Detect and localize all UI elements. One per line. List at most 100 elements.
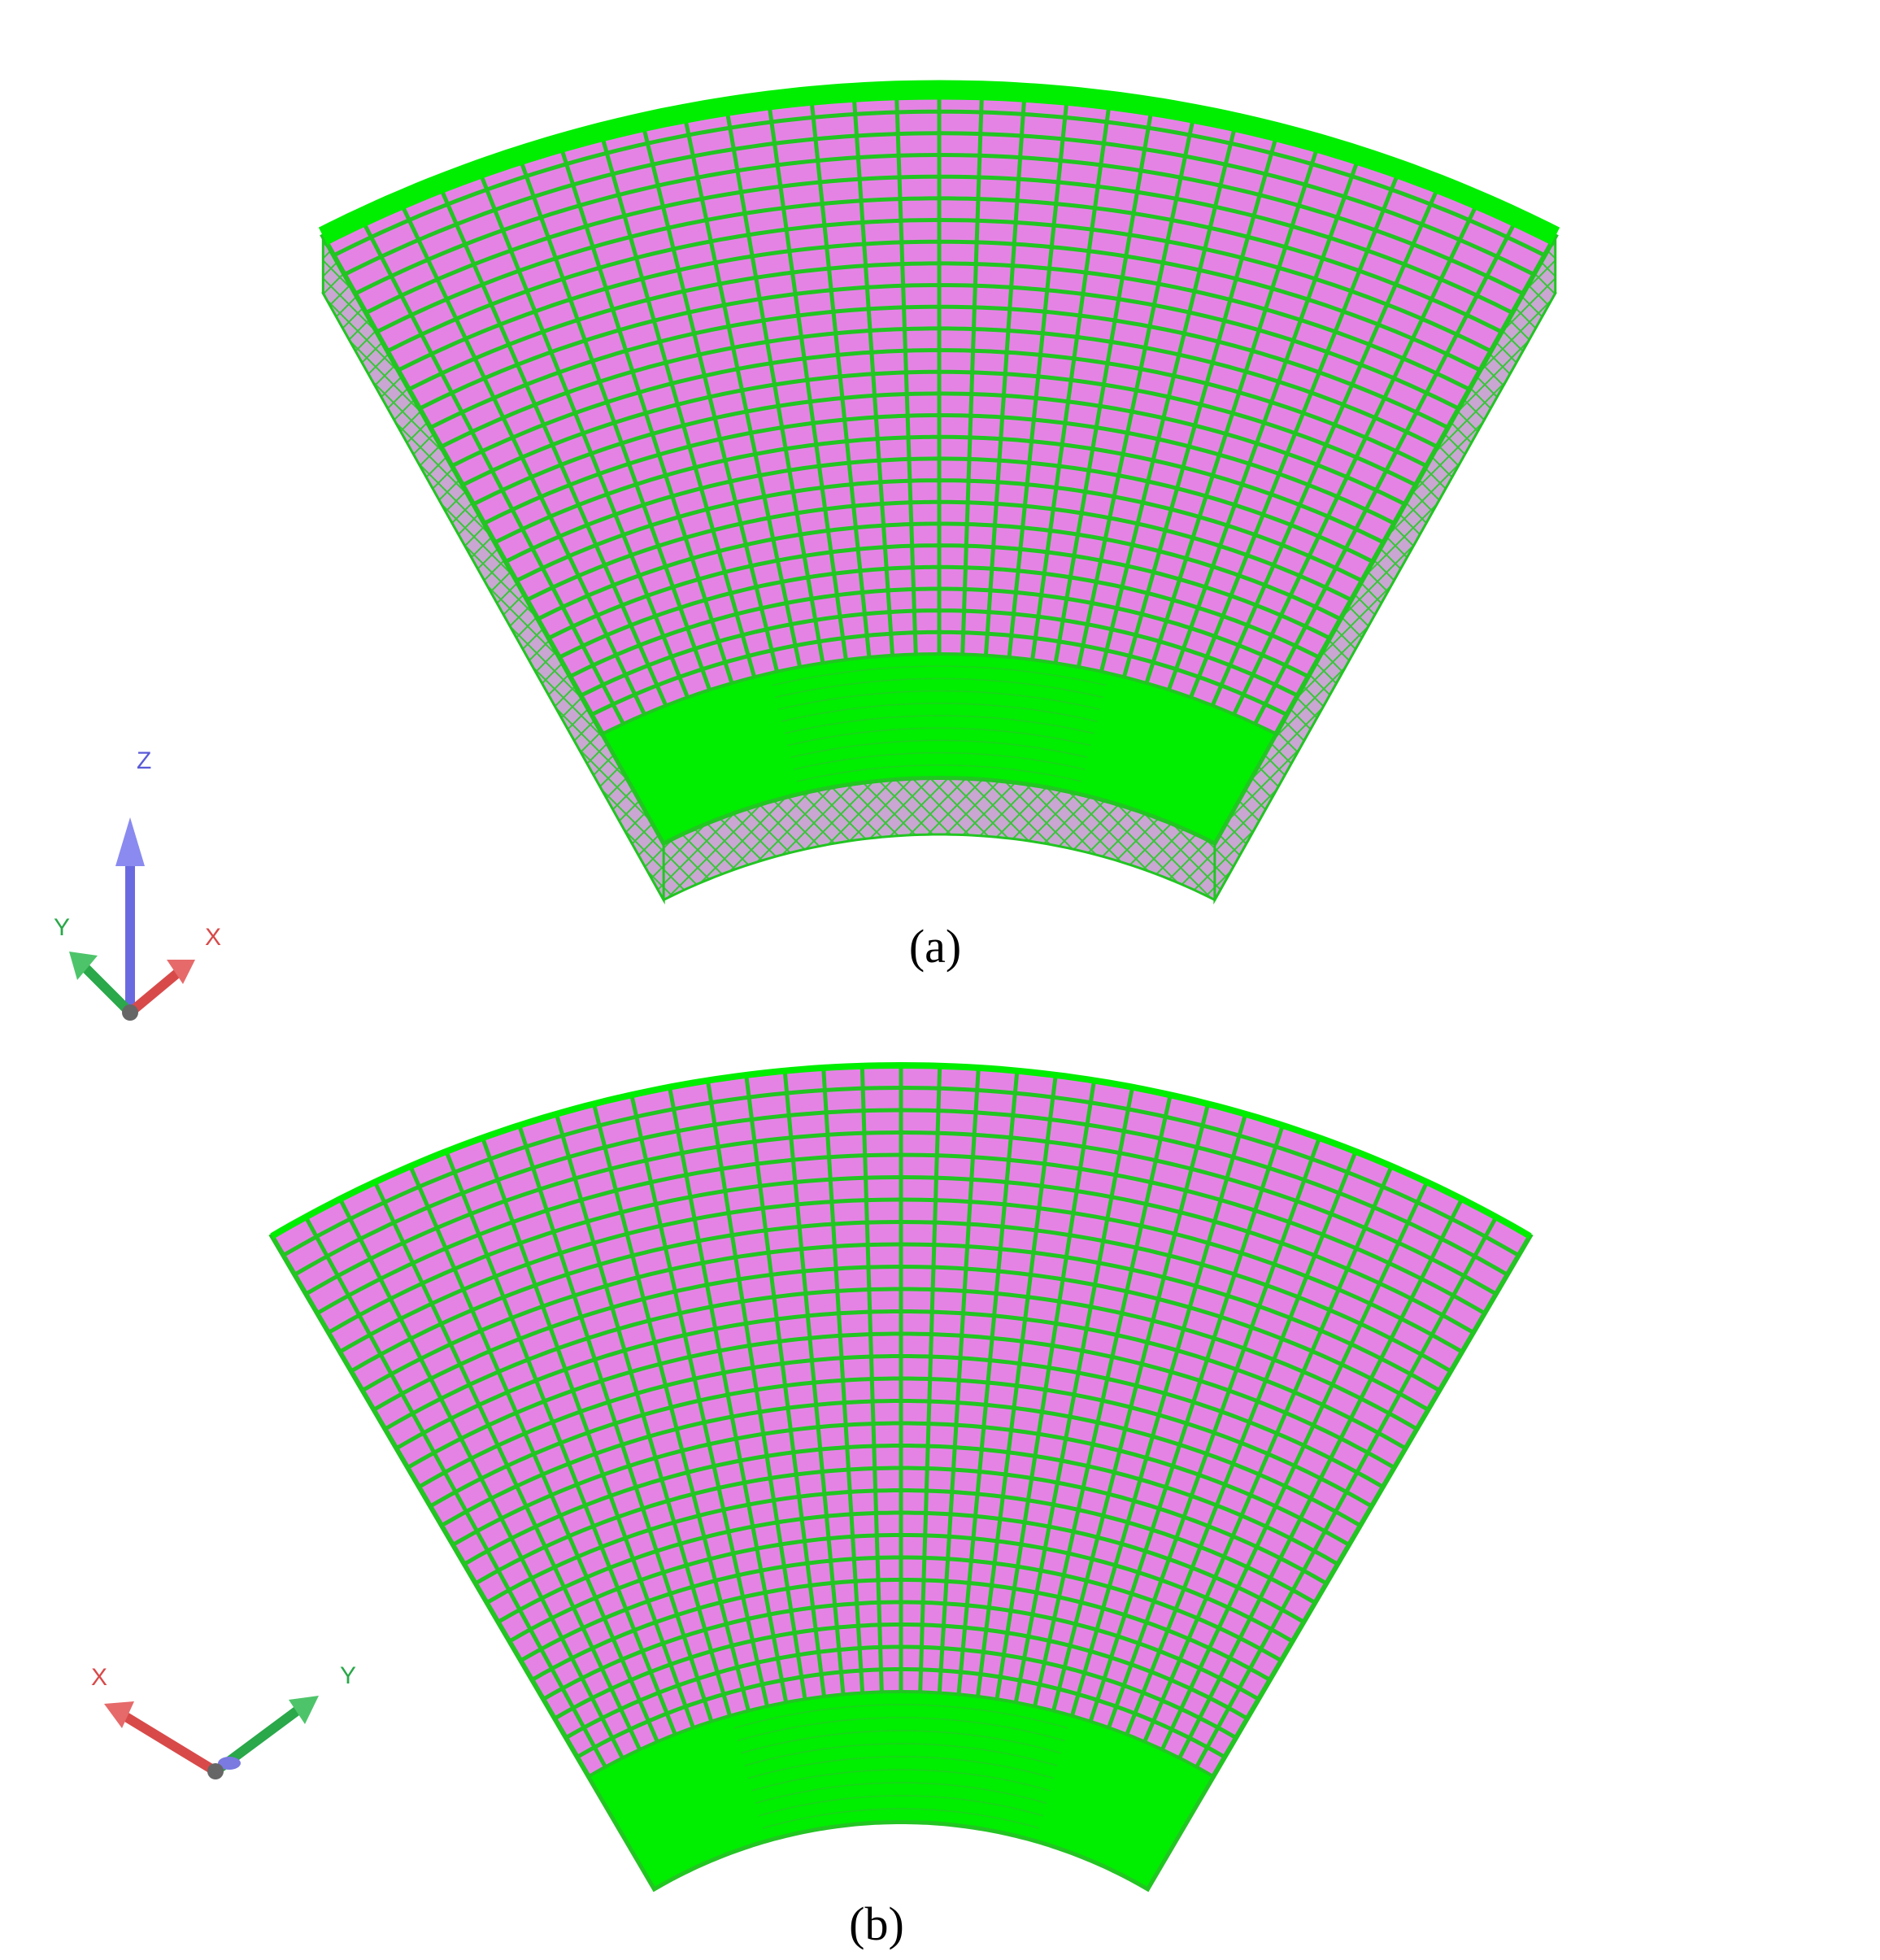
panel-a-isometric-mesh bbox=[318, 80, 1560, 905]
panel-a-mesh-radial bbox=[398, 199, 646, 716]
panel-b-mesh-radial bbox=[859, 1065, 884, 1692]
panel-b-mesh-radial bbox=[821, 1067, 865, 1693]
panel-b-dense-ring bbox=[747, 1756, 1055, 1779]
panel-b-mesh-radial bbox=[270, 1235, 590, 1778]
panel-a-mesh-radial bbox=[766, 100, 848, 660]
panel-b-mesh-radial bbox=[554, 1113, 732, 1717]
y-axis-label: Y bbox=[54, 914, 70, 941]
triad-origin bbox=[207, 1763, 224, 1779]
panel-a-mesh-radial bbox=[437, 183, 668, 707]
panel-b-mesh-radial bbox=[1107, 1137, 1321, 1729]
x-axis-label: X bbox=[205, 924, 221, 951]
panel-b-mesh-radial bbox=[591, 1103, 751, 1712]
panel-a-dense-ring bbox=[794, 751, 1085, 770]
panel-a-dense-ring bbox=[787, 727, 1091, 747]
x-axis-label: X bbox=[91, 1664, 107, 1691]
panel-b-dense-ring bbox=[751, 1769, 1051, 1792]
y-axis-label: Y bbox=[340, 1662, 356, 1689]
panel-a-mesh-radial bbox=[1030, 100, 1112, 660]
panel-a-dense-ring bbox=[772, 665, 1107, 686]
x-axis-arrow-head bbox=[104, 1701, 134, 1728]
panel-b-dense-ring bbox=[733, 1704, 1068, 1729]
panel-a-mesh-radial bbox=[1121, 131, 1280, 678]
panel-a-mesh-radial bbox=[1189, 168, 1402, 699]
panel-a-mesh-radial bbox=[1053, 106, 1155, 664]
panel-a-mesh-radial bbox=[1007, 95, 1070, 658]
panel-b-mesh-radial bbox=[372, 1181, 642, 1751]
panel-a-mesh-radial bbox=[960, 90, 985, 655]
panel-a-dense-inner-region bbox=[600, 651, 1278, 846]
y-axis-arrow-head bbox=[289, 1696, 319, 1724]
panel-b-mesh-radial bbox=[1125, 1150, 1358, 1736]
y-axis-arrow-shaft bbox=[77, 960, 134, 1017]
panel-a-mesh-radial bbox=[1167, 155, 1361, 691]
panel-a-mesh-radial bbox=[894, 90, 918, 655]
panel-a-dense-ring bbox=[778, 690, 1100, 711]
panel-b-mesh-radial bbox=[782, 1070, 846, 1695]
panel-a-mesh-radial bbox=[517, 155, 712, 691]
panel-a-mesh-radial bbox=[1253, 216, 1520, 725]
panel-a-mesh-radial bbox=[477, 168, 690, 699]
panel-a-mesh-radial bbox=[682, 113, 803, 668]
panel-b-mesh-radial bbox=[481, 1137, 695, 1729]
panel-b-mesh-radial bbox=[1160, 1181, 1430, 1751]
panel-b-mesh-radial bbox=[444, 1150, 677, 1736]
panel-b-mesh-radial bbox=[303, 1216, 607, 1768]
panel-a-dense-ring bbox=[796, 764, 1082, 782]
triad-origin bbox=[122, 1004, 138, 1021]
z-axis-stub bbox=[218, 1757, 241, 1770]
panel-a-mesh-radial bbox=[851, 92, 895, 656]
panel-b-mesh-radial bbox=[918, 1065, 942, 1692]
panel-a-mesh-radial bbox=[1210, 183, 1442, 707]
panel-b-dense-ring bbox=[744, 1743, 1058, 1766]
panel-a-mesh-radial bbox=[983, 92, 1027, 656]
panel-a-outer-rim bbox=[318, 80, 1560, 246]
panel-b-dense-ring bbox=[737, 1717, 1065, 1742]
panel-a-mesh-radial bbox=[598, 131, 757, 678]
panel-a-dense-ring bbox=[781, 703, 1098, 722]
panel-b-dense-ring bbox=[759, 1795, 1043, 1817]
panel-b-dense-ring bbox=[740, 1730, 1062, 1754]
panel-a-mesh-radial bbox=[1232, 199, 1481, 716]
panel-b-mesh-radial bbox=[976, 1074, 1058, 1697]
panel-b-mesh-radial bbox=[1212, 1235, 1532, 1778]
axis-triad-a: Z Y X bbox=[54, 747, 221, 1021]
panel-a-mesh-radial bbox=[724, 106, 825, 664]
panel-a-mesh-radial bbox=[558, 142, 734, 684]
panel-a-dense-ring bbox=[790, 739, 1088, 759]
panel-b-mesh-radial bbox=[1088, 1124, 1285, 1723]
panel-a-caption: (a) bbox=[909, 920, 961, 973]
panel-b-mesh-radial bbox=[1070, 1113, 1248, 1717]
panel-b-mesh-radial bbox=[1033, 1094, 1173, 1707]
z-axis-label: Z bbox=[137, 747, 151, 774]
panel-b-mesh-radial bbox=[668, 1087, 789, 1703]
axis-triad-b: X Y bbox=[91, 1662, 356, 1779]
panel-b-mesh-radial bbox=[1195, 1216, 1499, 1768]
panel-b-mesh-radial bbox=[1142, 1165, 1394, 1743]
panel-a-mesh-radial bbox=[1099, 121, 1238, 673]
panel-b-mesh-radial bbox=[937, 1067, 981, 1693]
panel-b-mesh-radial bbox=[705, 1080, 807, 1700]
panel-b-mesh-radial bbox=[517, 1124, 714, 1723]
panel-b-mesh-radial bbox=[994, 1080, 1097, 1700]
panel-b-mesh-radial bbox=[1177, 1198, 1464, 1759]
panel-b-dense-ring bbox=[755, 1782, 1047, 1804]
panel-b-mesh-radial bbox=[744, 1074, 826, 1697]
panel-b-mesh-radial bbox=[629, 1094, 769, 1707]
panel-a-dense-ring bbox=[775, 677, 1103, 699]
y-axis-arrow-head bbox=[69, 952, 98, 980]
panel-b-caption: (b) bbox=[849, 1897, 904, 1950]
panel-b-top-view-mesh bbox=[268, 1061, 1534, 1892]
panel-a-mesh-radial bbox=[359, 216, 625, 725]
panel-b-mesh-radial bbox=[1051, 1103, 1211, 1712]
x-axis-arrow-head bbox=[167, 960, 195, 984]
panel-a-mesh-radial bbox=[1273, 235, 1557, 735]
panel-b-outer-rim bbox=[270, 1061, 1532, 1239]
panel-b-mesh-radial bbox=[408, 1165, 659, 1743]
panel-a-mesh-radial bbox=[1144, 142, 1321, 684]
panel-a-mesh-radial bbox=[640, 121, 779, 673]
panel-b-mesh-radial bbox=[1013, 1087, 1134, 1703]
x-axis-arrow-shaft bbox=[127, 968, 182, 1017]
panel-a-dense-ring bbox=[784, 715, 1094, 734]
